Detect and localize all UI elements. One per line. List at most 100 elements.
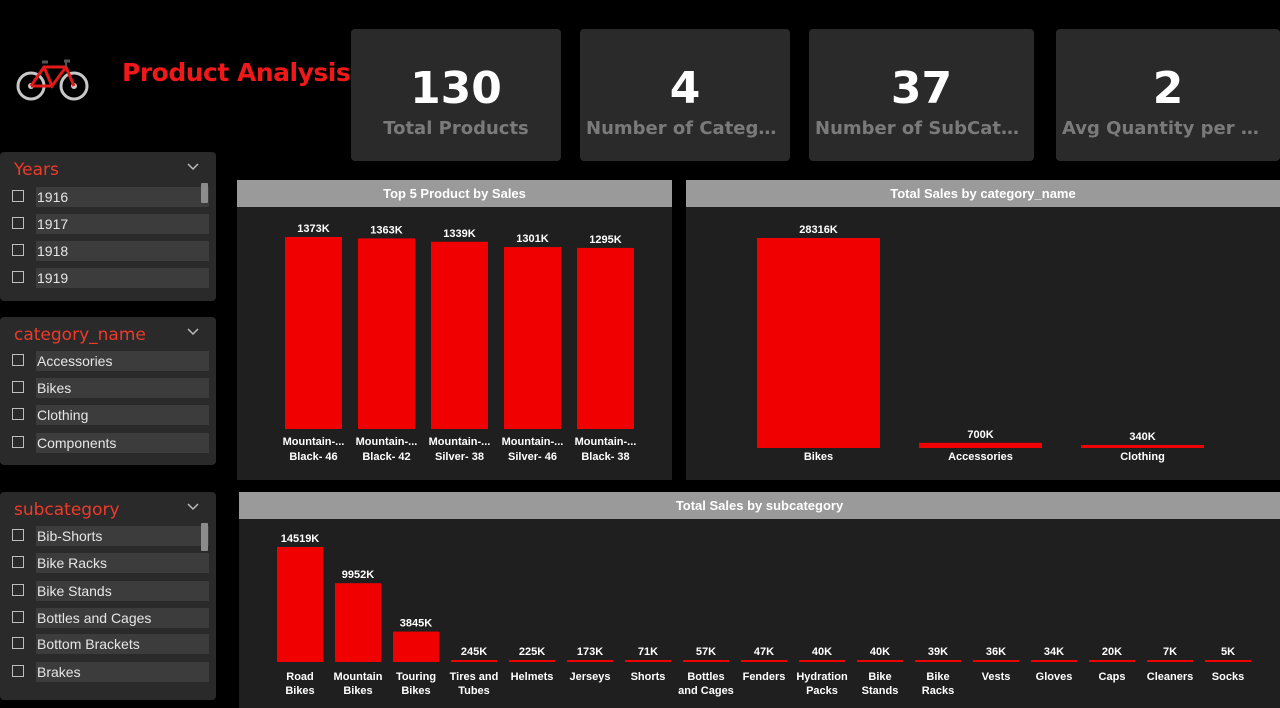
checkbox[interactable] [12, 556, 24, 568]
data-label: 40K [870, 646, 890, 658]
bar[interactable] [857, 660, 903, 662]
category-label: Bike Racks [922, 671, 954, 697]
checkbox[interactable] [12, 217, 24, 229]
category-label: Mountain-... Black- 46 [283, 436, 345, 463]
kpi-value: 4 [669, 63, 701, 114]
checkbox[interactable] [12, 244, 24, 256]
category-label: Fenders [743, 671, 786, 683]
bar[interactable] [741, 660, 787, 662]
slicer-item[interactable]: Bib-Shorts [12, 526, 209, 546]
chevron-down-icon[interactable] [186, 160, 200, 174]
category-label: Tires and Tubes [450, 671, 499, 697]
chevron-down-icon[interactable] [186, 500, 200, 514]
bar[interactable] [1031, 660, 1077, 662]
slicer-item-label: Components [36, 433, 209, 453]
years-slicer: Years 1916 1917 1918 1919 [0, 152, 216, 301]
subcategory-sales-svg: 14519K Road Bikes 9952K Mountain Bikes 3845K To… [277, 533, 1251, 697]
chart-title: Top 5 Product by Sales [237, 180, 672, 207]
bar[interactable] [358, 238, 415, 429]
category-label: Bikes [804, 451, 833, 463]
bar[interactable] [1147, 660, 1193, 662]
slicer-item[interactable]: Brakes [12, 662, 209, 682]
data-label: 173K [577, 646, 603, 658]
category-label: Shorts [631, 671, 666, 683]
category-label: Mountain-... Black- 42 [356, 436, 418, 463]
bar[interactable] [577, 247, 634, 429]
checkbox[interactable] [12, 436, 24, 448]
data-label: 1301K [516, 233, 548, 245]
category-label: Bike Stands [862, 671, 899, 697]
checkbox[interactable] [12, 271, 24, 283]
checkbox[interactable] [12, 190, 24, 202]
slicer-item[interactable]: Accessories [12, 351, 209, 371]
slicer-item-label: Brakes [36, 662, 209, 682]
scrollbar[interactable] [201, 183, 208, 203]
slicer-item[interactable]: 1919 [12, 268, 209, 288]
data-label: 20K [1102, 646, 1122, 658]
data-label: 7K [1163, 646, 1177, 658]
data-label: 40K [812, 646, 832, 658]
slicer-item-label: Bikes [36, 378, 209, 398]
bar[interactable] [504, 247, 561, 429]
kpi-card-categories: 4 Number of Categories [580, 29, 790, 161]
kpi-value: 2 [1152, 63, 1184, 114]
slicer-item[interactable]: Bikes [12, 378, 209, 398]
category-label: Jerseys [570, 671, 611, 683]
data-label: 245K [461, 646, 487, 658]
bar[interactable] [919, 442, 1042, 448]
data-label: 57K [696, 646, 716, 658]
scrollbar[interactable] [201, 523, 208, 551]
checkbox[interactable] [12, 408, 24, 420]
bar[interactable] [1205, 660, 1251, 662]
category-label: Road Bikes [285, 671, 314, 697]
bar[interactable] [683, 660, 729, 662]
slicer-item[interactable]: Bottles and Cages [12, 608, 209, 628]
slicer-item[interactable]: 1918 [12, 241, 209, 261]
slicer-item[interactable]: 1916 [12, 187, 209, 207]
slicer-item[interactable]: Components [12, 433, 209, 453]
bicycle-icon [16, 59, 89, 101]
bar[interactable] [915, 660, 961, 662]
slicer-item[interactable]: Bottom Brackets [12, 634, 209, 654]
kpi-value: 130 [410, 63, 502, 114]
bar[interactable] [285, 237, 342, 429]
data-label: 340K [1129, 431, 1155, 443]
bar[interactable] [973, 660, 1019, 662]
bar[interactable] [625, 660, 671, 662]
page-title: Product Analysis [122, 58, 351, 87]
category-label: Socks [1212, 671, 1244, 683]
bar[interactable] [393, 631, 439, 662]
bar[interactable] [277, 547, 323, 662]
checkbox[interactable] [12, 637, 24, 649]
bar[interactable] [1089, 660, 1135, 662]
category-label: Caps [1099, 671, 1126, 683]
slicer-item[interactable]: Clothing [12, 405, 209, 425]
data-label: 1295K [589, 234, 621, 246]
chevron-down-icon[interactable] [186, 325, 200, 339]
data-label: 3845K [400, 618, 432, 630]
bar[interactable] [567, 660, 613, 662]
checkbox[interactable] [12, 354, 24, 366]
slicer-item-label: Bottles and Cages [36, 608, 209, 628]
checkbox[interactable] [12, 584, 24, 596]
category-label: Hydration Packs [796, 671, 848, 697]
bar[interactable] [451, 660, 497, 662]
slicer-item[interactable]: 1917 [12, 214, 209, 234]
bar[interactable] [335, 583, 381, 662]
data-label: 36K [986, 646, 1006, 658]
slicer-item[interactable]: Bike Racks [12, 553, 209, 573]
bar[interactable] [431, 241, 488, 429]
checkbox[interactable] [12, 611, 24, 623]
slicer-item[interactable]: Bike Stands [12, 581, 209, 601]
category-label: Gloves [1036, 671, 1073, 683]
checkbox[interactable] [12, 381, 24, 393]
chart-title: Total Sales by subcategory [239, 492, 1280, 519]
bar[interactable] [757, 238, 880, 448]
checkbox[interactable] [12, 665, 24, 677]
bar[interactable] [1081, 445, 1204, 448]
bar[interactable] [509, 660, 555, 662]
category-sales-svg: 28316K Bikes 700K Accessories 340K Clothing [757, 224, 1204, 463]
category-sales-chart: Total Sales by category_name 28316K Bikes… [686, 180, 1280, 480]
bar[interactable] [799, 660, 845, 662]
checkbox[interactable] [12, 529, 24, 541]
